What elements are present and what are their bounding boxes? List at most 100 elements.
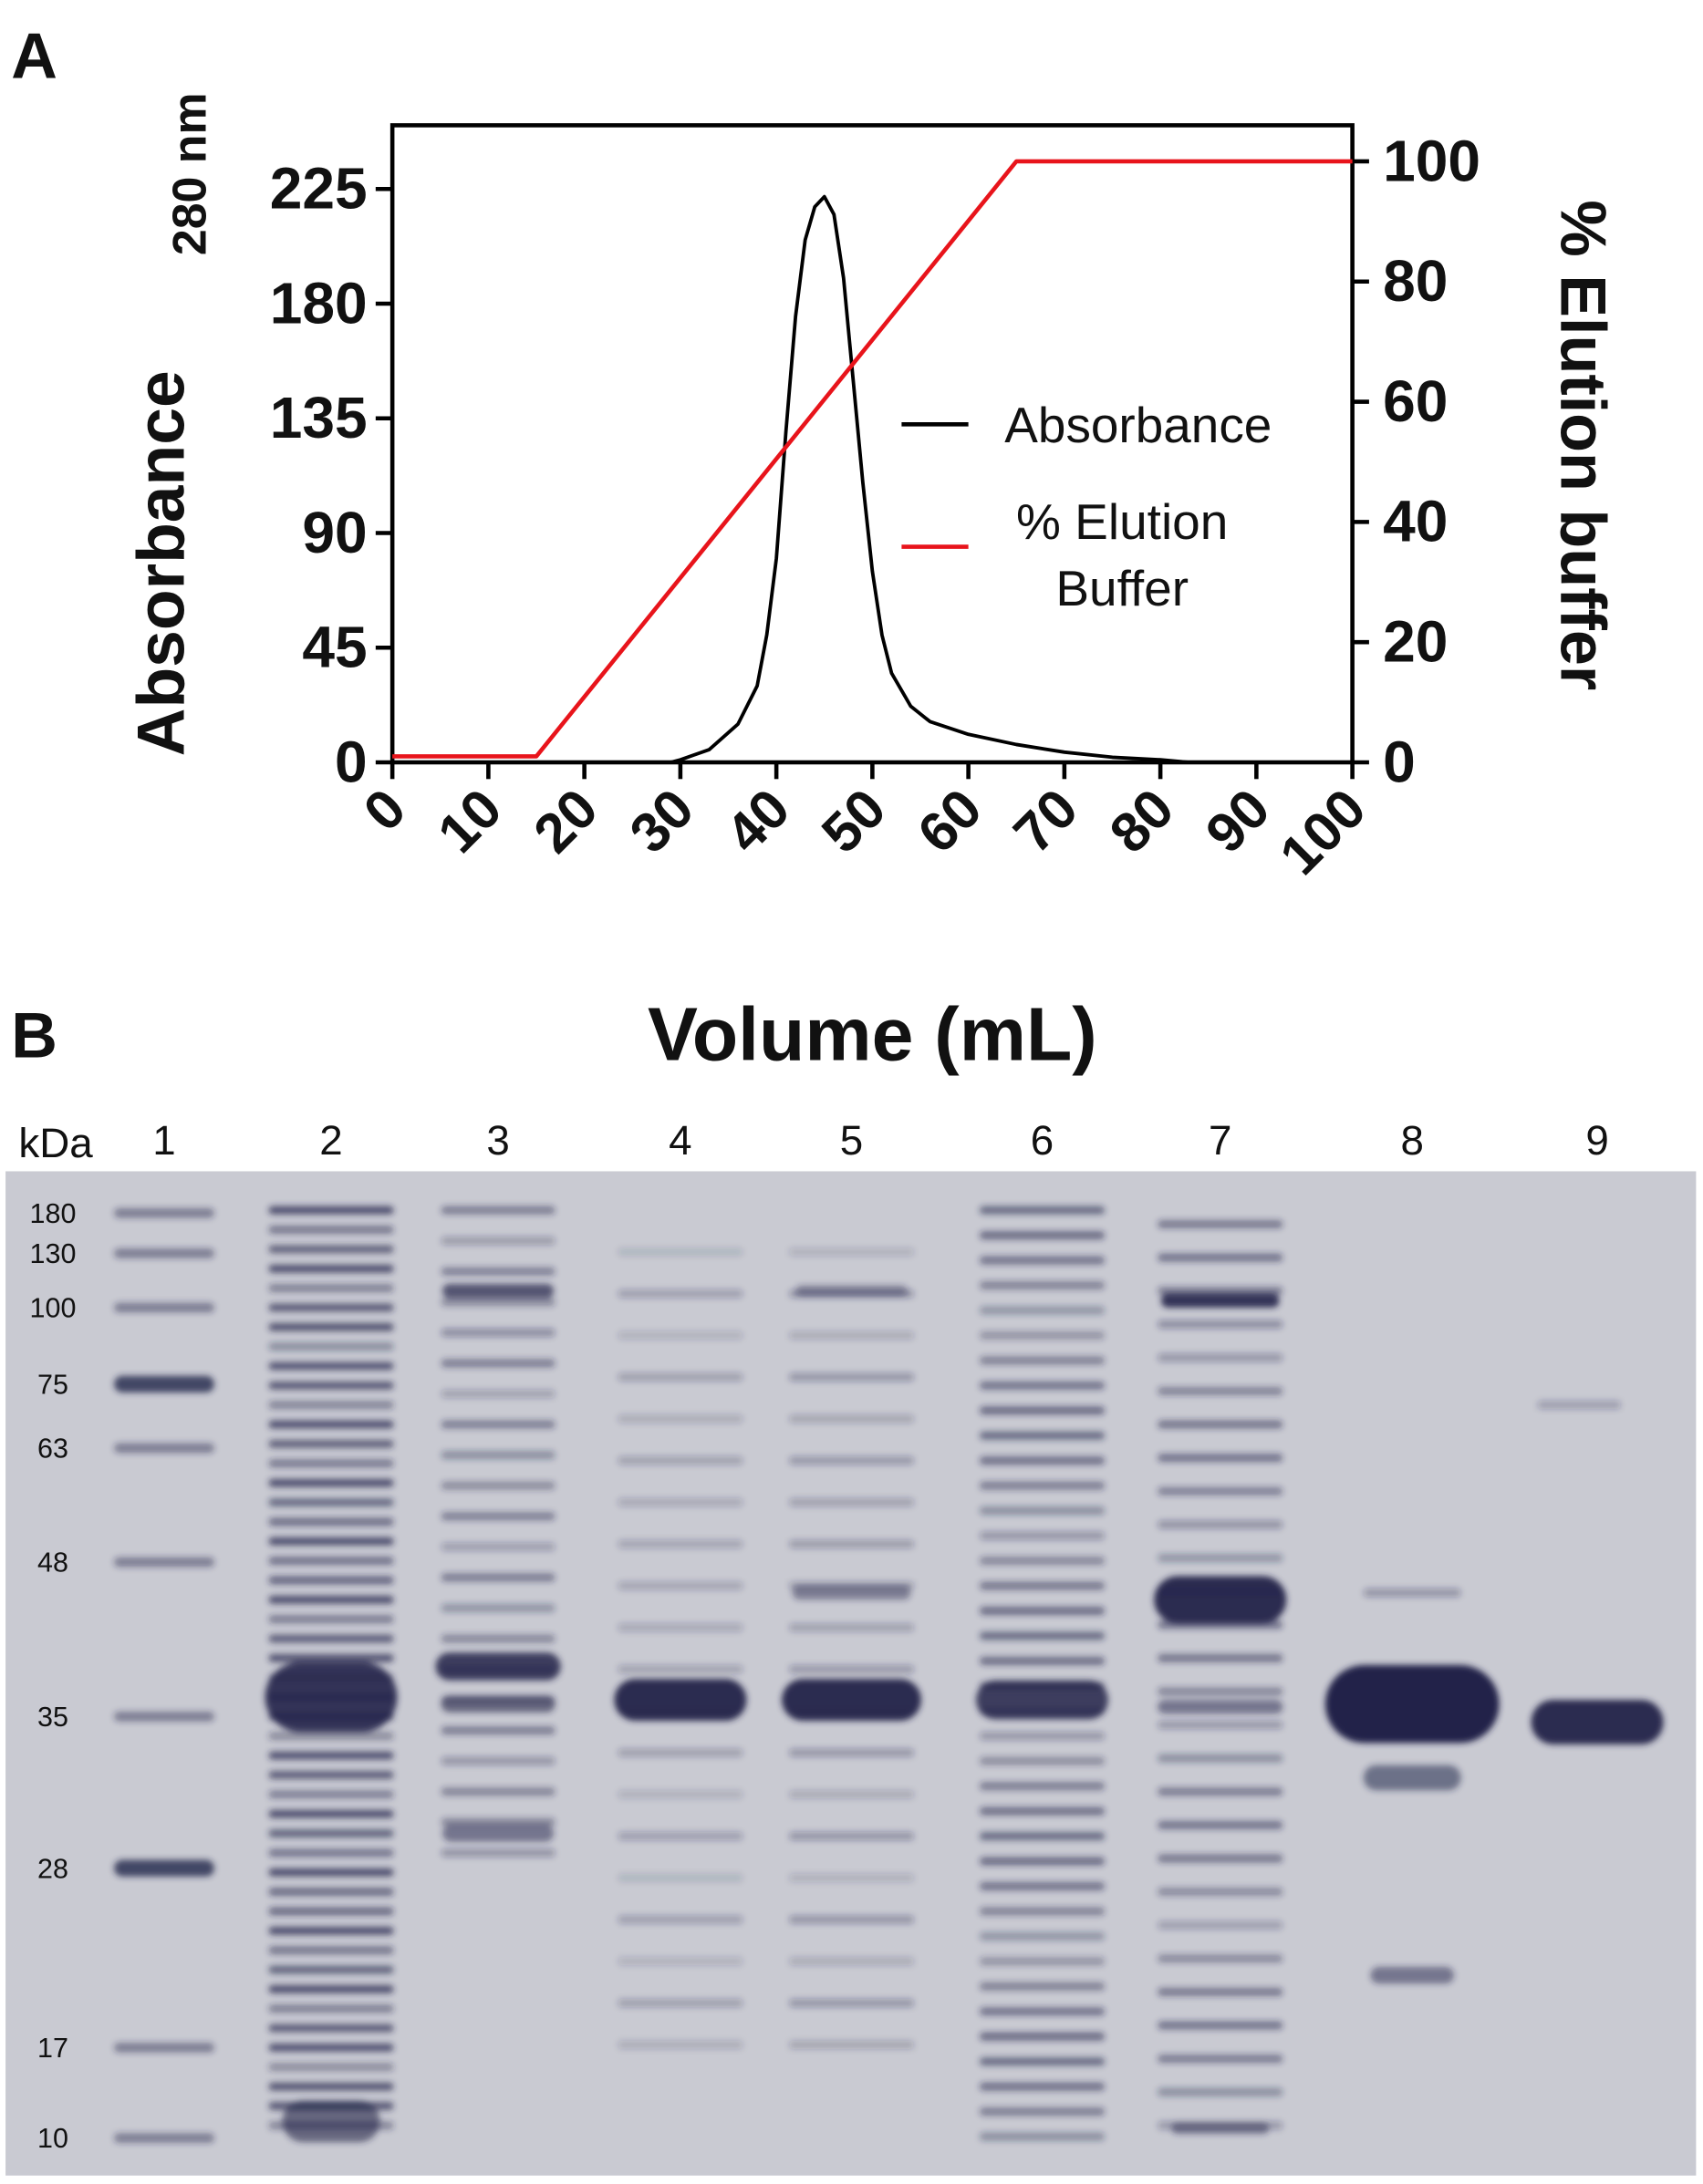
gel-band [979, 1931, 1106, 1941]
gel-band [268, 1556, 394, 1566]
gel-band [788, 1915, 915, 1924]
marker-label: 75 [37, 1369, 68, 1400]
gel-band [268, 2004, 394, 2013]
gel-band [979, 1782, 1106, 1791]
lane-label: 5 [840, 1117, 863, 1164]
gel-band [979, 1280, 1106, 1290]
gel-band [441, 1695, 556, 1713]
gel-bands [114, 1206, 1664, 2143]
gel-band [114, 1557, 214, 1568]
gel-band [618, 1748, 743, 1757]
lane-label: 7 [1209, 1117, 1231, 1164]
gel-band [1158, 1219, 1283, 1228]
gel-band [792, 1585, 911, 1600]
marker-label: 35 [37, 1702, 68, 1733]
gel-band [114, 1248, 214, 1258]
gel-band [441, 1512, 556, 1521]
gel-band [979, 2132, 1106, 2141]
gel-band [114, 2043, 214, 2053]
gel-band [441, 1267, 556, 1276]
gel-band [618, 1664, 743, 1674]
gel-band [979, 2106, 1106, 2117]
gel-band [618, 1539, 743, 1548]
gel-band [979, 1456, 1106, 1465]
gel-band [114, 1859, 214, 1877]
gel-band [782, 1679, 921, 1721]
gel-band [979, 1606, 1106, 1616]
gel-band [268, 1615, 394, 1624]
gel-band [114, 1712, 214, 1722]
gel-band [979, 1256, 1106, 1265]
gel-band [268, 1634, 394, 1643]
x-tick-label: 50 [810, 777, 898, 864]
gel-band [1158, 1553, 1283, 1563]
gel-band [1158, 1653, 1283, 1662]
marker-label: 17 [37, 2033, 68, 2064]
lane-label: 6 [1031, 1117, 1054, 1164]
lane-label: 8 [1400, 1117, 1423, 1164]
gel-band [1158, 1420, 1283, 1429]
series-line [392, 194, 1353, 764]
y2-tick-label: 80 [1383, 248, 1448, 314]
gel-band [618, 1581, 743, 1590]
gel-band [788, 1623, 915, 1632]
gel-band [979, 1631, 1106, 1641]
gel-band [618, 1790, 743, 1799]
gel-band [979, 2007, 1106, 2016]
gel-band [979, 2057, 1106, 2066]
gel-band [268, 1459, 394, 1468]
lane-label: 2 [319, 1117, 342, 1164]
gel-band [979, 1732, 1106, 1741]
gel-band [788, 1748, 915, 1757]
gel-band [788, 1664, 915, 1674]
gel-band [441, 1237, 556, 1246]
x-tick-label: 10 [426, 777, 514, 864]
gel-band [976, 1680, 1108, 1720]
gel-band [1324, 1664, 1500, 1744]
gel-band [441, 1573, 556, 1582]
gel-band [268, 1907, 394, 1916]
gel-band [268, 1517, 394, 1527]
gel-band [618, 1873, 743, 1882]
gel-band [618, 2040, 743, 2049]
gel-band [1154, 1576, 1287, 1624]
gel-band [979, 1907, 1106, 1916]
lane-label: 3 [486, 1117, 509, 1164]
gel-band [788, 1873, 915, 1882]
gel-band [442, 1825, 555, 1842]
gel-band [788, 1247, 915, 1257]
y-axis-subscript: 280 nm [163, 92, 216, 255]
y-tick-label: 135 [270, 385, 368, 450]
gel-band [979, 1581, 1106, 1590]
gel-band [1158, 2021, 1283, 2030]
gel-band [788, 1831, 915, 1841]
gel-band [1363, 1589, 1461, 1598]
gel-band [1158, 1687, 1283, 1696]
legend-label: Absorbance [1004, 397, 1272, 453]
gel-band [114, 2133, 214, 2143]
gel-band [114, 1375, 214, 1392]
gel-band [268, 1497, 394, 1507]
gel-band [979, 1982, 1106, 1991]
gel-band [788, 1790, 915, 1799]
gel-band [618, 1330, 743, 1340]
gel-band [618, 1957, 743, 1966]
gel-band [1158, 1887, 1283, 1897]
gel-band [441, 1603, 556, 1612]
y2-tick-label: 0 [1383, 729, 1416, 794]
gel-band [268, 1848, 394, 1858]
gel-band [1158, 1486, 1283, 1496]
gel-band [618, 1999, 743, 2008]
gel-band [1158, 1454, 1283, 1463]
marker-label: 10 [37, 2123, 68, 2154]
gel-band [441, 1420, 556, 1429]
gel-band [268, 2043, 394, 2052]
gel-band [268, 1361, 394, 1371]
gel-band [1531, 1700, 1664, 1744]
gel-band [1158, 1954, 1283, 1963]
gel-band [268, 1809, 394, 1818]
gel-band [979, 1431, 1106, 1440]
gel-band [268, 1245, 394, 1254]
